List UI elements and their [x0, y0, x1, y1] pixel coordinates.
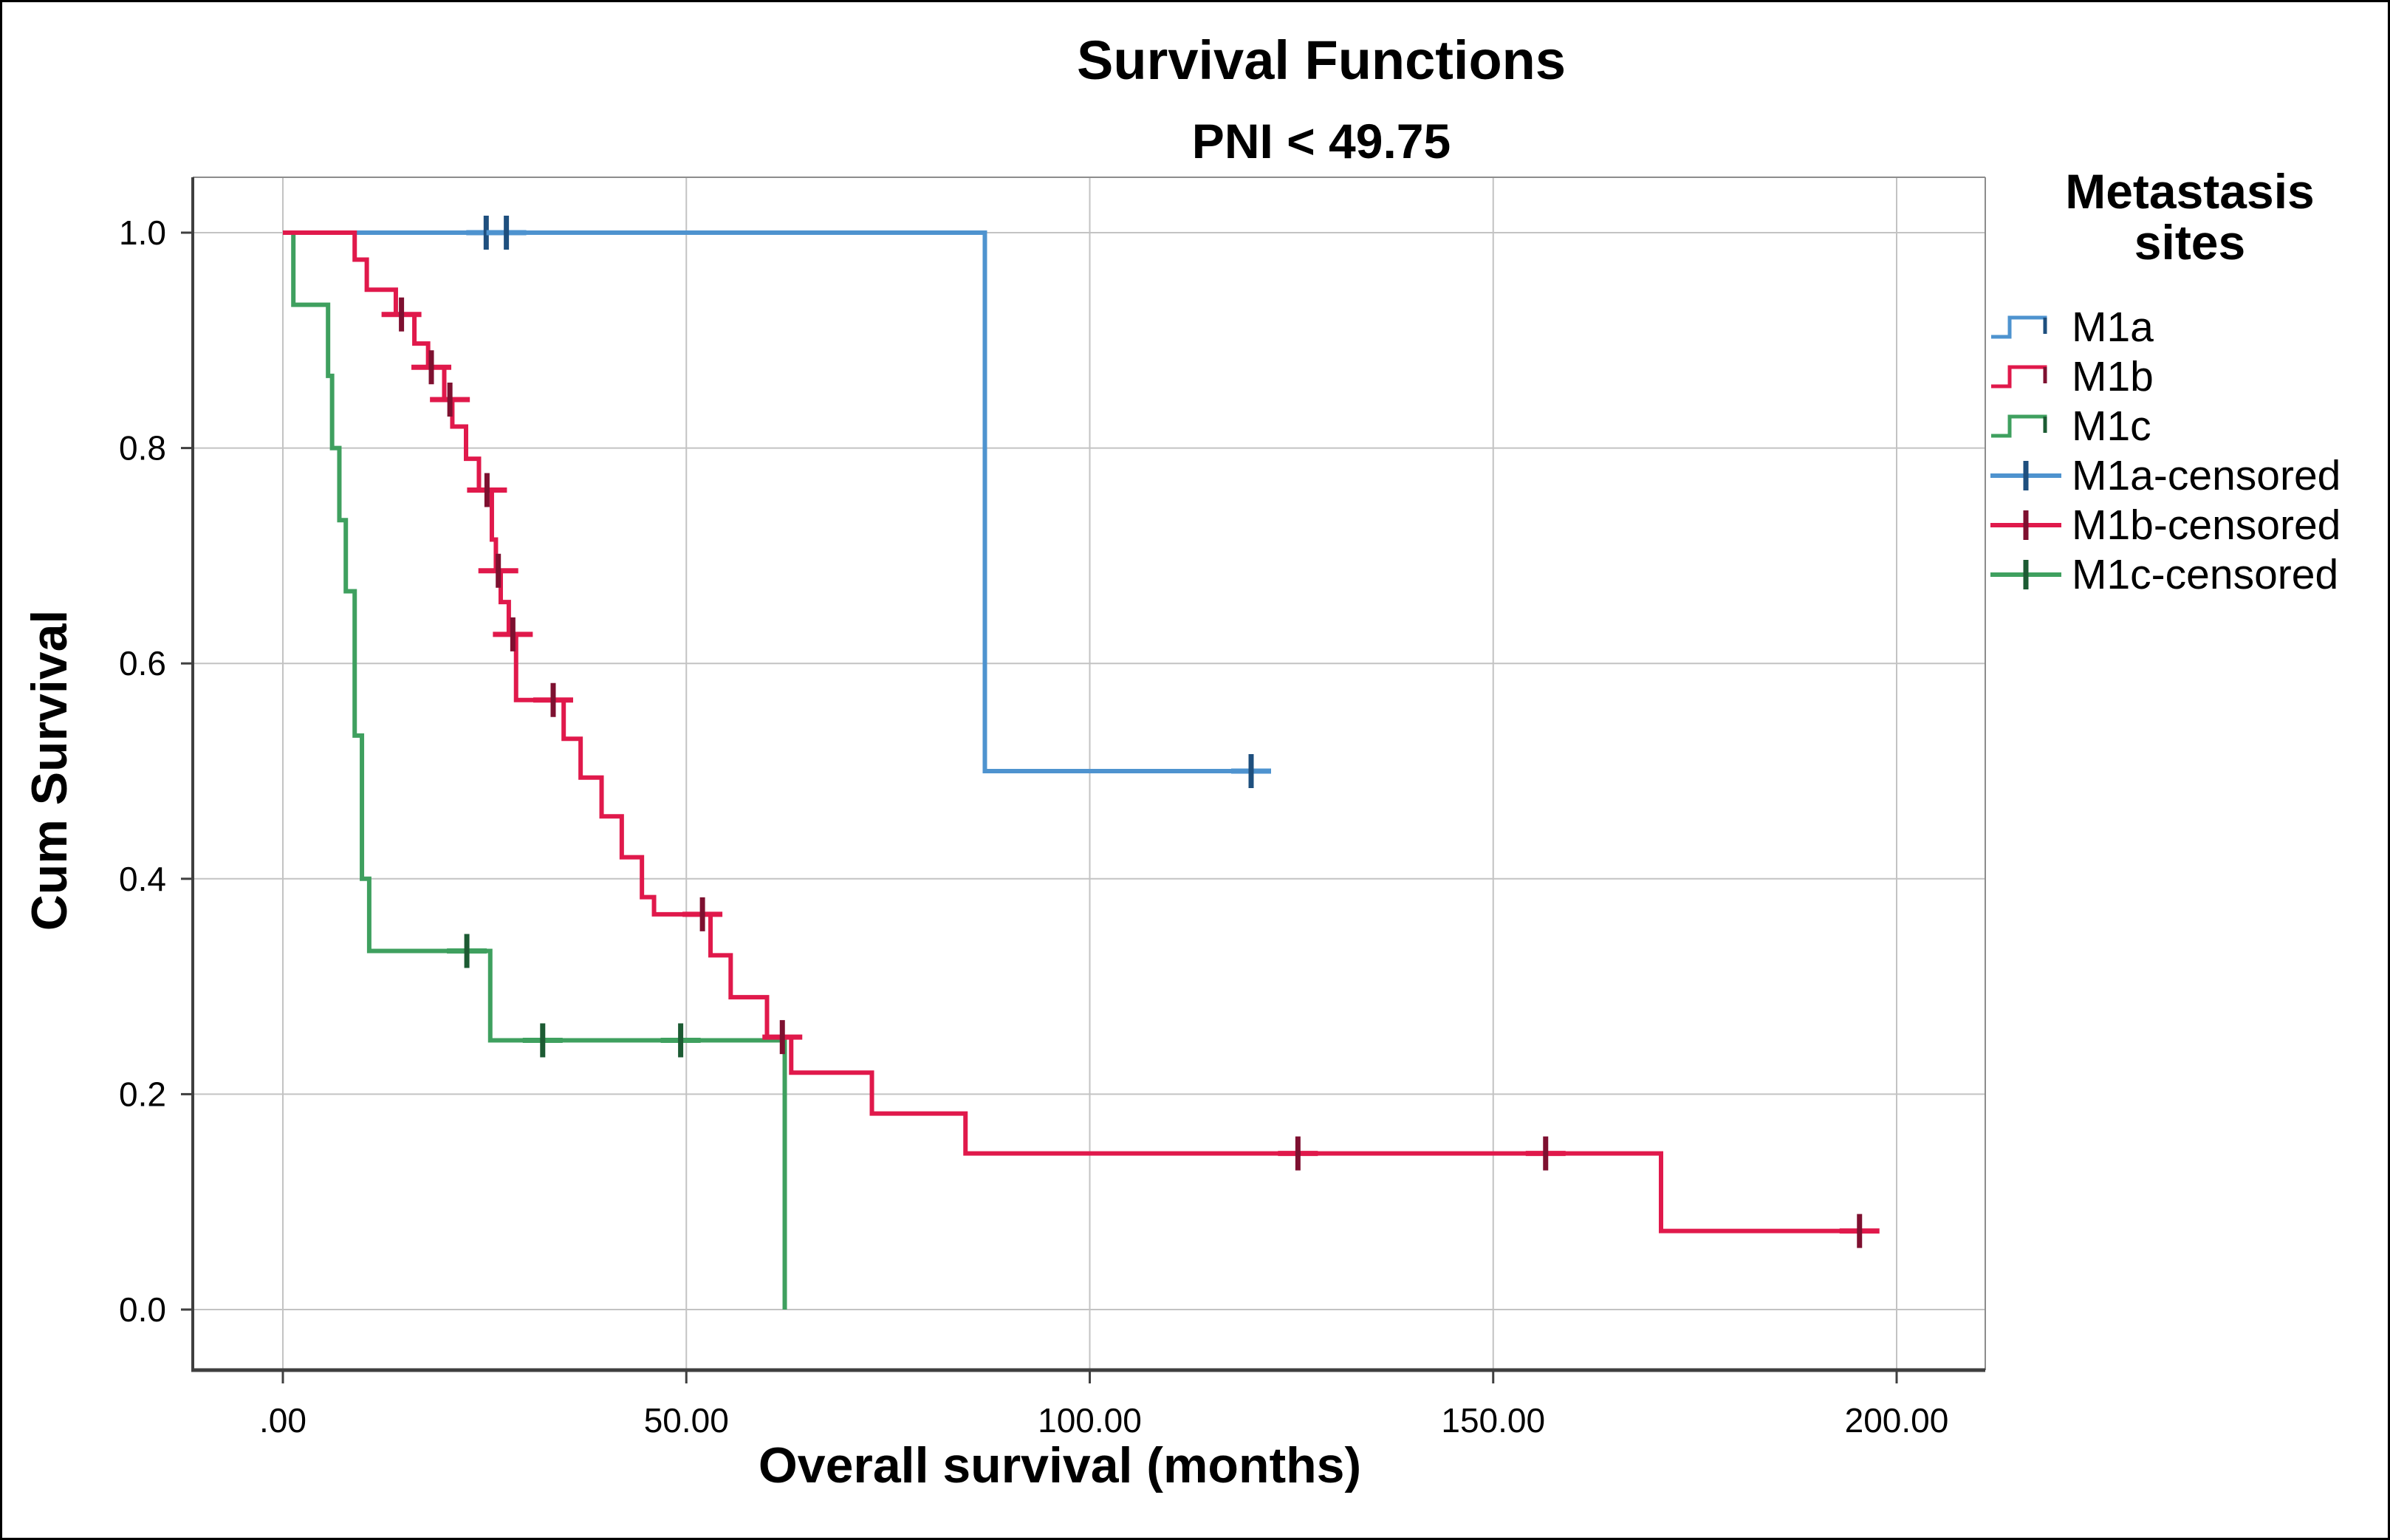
- y-tick-label: 0.8: [119, 429, 166, 468]
- legend-entry-m1c: M1c: [1987, 402, 2388, 451]
- m1a-step-line-icon: [1991, 315, 2047, 339]
- chart-subtitle: PNI < 49.75: [1191, 114, 1451, 168]
- legend-label: M1a-censored: [2072, 452, 2341, 500]
- legend: Metastasis sites M1a M1b M1c M1a-censore…: [1987, 164, 2388, 600]
- m1a-censored-plus-icon: [1990, 461, 2061, 491]
- y-tick-label: 0.6: [119, 644, 166, 682]
- legend-label: M1c: [2072, 403, 2151, 451]
- chart-title: Survival Functions: [1076, 30, 1566, 91]
- legend-label: M1b-censored: [2072, 502, 2341, 550]
- legend-entry-m1b-censored: M1b-censored: [1987, 501, 2388, 550]
- survival-curve-m1b: [283, 230, 1869, 1233]
- y-tick-label: 0.0: [119, 1290, 166, 1329]
- legend-title: Metastasis sites: [2065, 164, 2315, 270]
- m1c-step-line-icon: [1991, 414, 2047, 438]
- legend-entry-m1b: M1b: [1987, 352, 2388, 402]
- y-tick-label: 1.0: [119, 213, 166, 252]
- m1c-censored-plus-icon: [1990, 560, 2061, 590]
- x-tick-label: 150.00: [1441, 1401, 1545, 1440]
- x-tick-label: .00: [259, 1401, 307, 1440]
- x-tick-label: 200.00: [1845, 1401, 1949, 1440]
- legend-label: M1c-censored: [2072, 551, 2339, 599]
- legend-entry-m1a: M1a: [1987, 303, 2388, 352]
- y-tick-label: 0.2: [119, 1075, 166, 1113]
- m1b-censored-plus-icon: [1990, 510, 2061, 541]
- legend-entry-m1a-censored: M1a-censored: [1987, 451, 2388, 501]
- x-tick-label: 100.00: [1038, 1401, 1142, 1440]
- legend-entry-m1c-censored: M1c-censored: [1987, 550, 2388, 600]
- survival-curve-m1a: [283, 230, 1256, 773]
- survival-curve-m1c: [283, 230, 787, 1310]
- x-axis-title: Overall survival (months): [758, 1437, 1362, 1493]
- m1b-step-line-icon: [1991, 365, 2047, 389]
- y-tick-label: 0.4: [119, 860, 166, 898]
- x-tick-label: 50.00: [644, 1401, 729, 1440]
- legend-label: M1a: [2072, 304, 2154, 352]
- legend-label: M1b: [2072, 353, 2154, 401]
- y-axis-title: Cum Survival: [21, 609, 78, 931]
